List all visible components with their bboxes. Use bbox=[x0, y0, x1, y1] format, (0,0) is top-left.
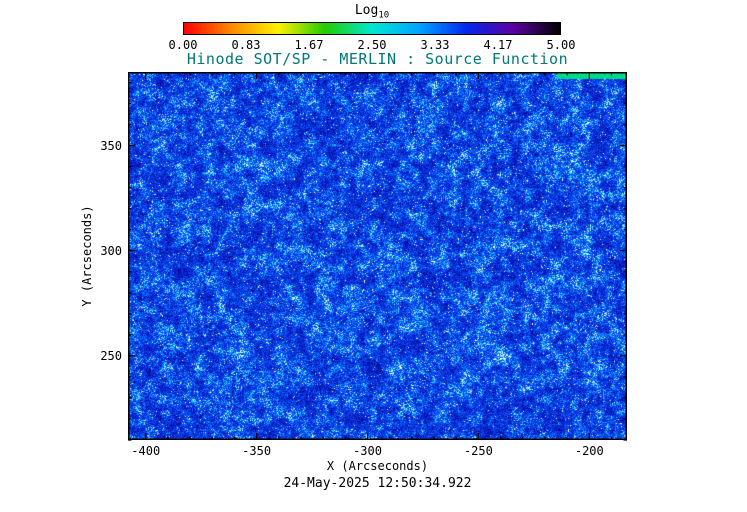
x-tick-label: -300 bbox=[353, 444, 382, 458]
x-tick-label: -350 bbox=[242, 444, 272, 458]
x-tick-label: -250 bbox=[463, 444, 493, 458]
y-tick-label: 350 bbox=[100, 138, 122, 153]
colorbar-title: Log10 bbox=[183, 3, 561, 21]
y-tick-label: 300 bbox=[100, 243, 122, 258]
y-tick-label: 250 bbox=[100, 348, 122, 363]
timestamp: 24-May-2025 12:50:34.922 bbox=[283, 476, 472, 491]
x-tick-label: -400 bbox=[131, 444, 161, 458]
x-tick-label: -200 bbox=[574, 444, 604, 458]
colorbar-tick-label: 5.00 bbox=[546, 38, 576, 52]
x-axis-label: X (Arcseconds) bbox=[326, 459, 429, 473]
colorbar-title-text: Log bbox=[354, 3, 379, 18]
colorbar-tick-label: 1.67 bbox=[294, 38, 324, 52]
colorbar-tick-label: 0.83 bbox=[231, 38, 261, 52]
plot-title: Hinode SOT/SP - MERLIN : Source Function bbox=[186, 50, 569, 68]
colorbar-gradient bbox=[183, 22, 561, 35]
colorbar-tick-label: 4.17 bbox=[483, 38, 513, 52]
colorbar-tick-label: 2.50 bbox=[357, 38, 387, 52]
colorbar-tick-label: 0.00 bbox=[168, 38, 198, 52]
heatmap-canvas bbox=[128, 72, 627, 440]
colorbar-tick-label: 3.33 bbox=[420, 38, 450, 52]
y-axis-label: Y (Arcseconds) bbox=[80, 205, 94, 307]
colorbar-title-subscript: 10 bbox=[378, 10, 390, 21]
